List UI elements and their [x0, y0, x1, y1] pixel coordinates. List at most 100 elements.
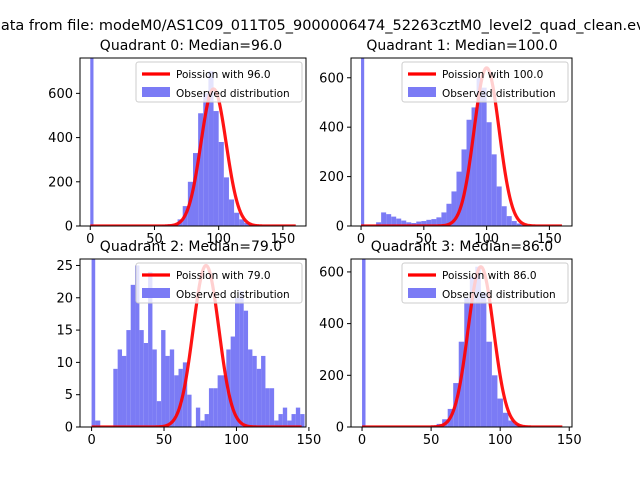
x-tick-label: 50 — [156, 433, 173, 448]
histogram-bar — [126, 330, 131, 427]
histogram-bar — [239, 219, 245, 226]
histogram-bar — [291, 414, 296, 427]
poisson-curve — [360, 66, 563, 226]
histogram-bar — [471, 107, 477, 226]
histogram-bar — [496, 186, 502, 226]
y-tick-label: 0 — [336, 421, 344, 436]
histogram-bar — [436, 217, 442, 226]
histogram-bar-zero-spike — [362, 259, 366, 427]
histogram-bar — [213, 388, 218, 427]
histogram-bar — [441, 212, 447, 226]
histogram-bar — [139, 330, 144, 427]
histogram-bar — [464, 297, 470, 427]
legend-label-poisson: Poission with 100.0 — [442, 69, 543, 81]
legend: Poission with 79.0 Observed distribution — [135, 262, 303, 304]
histogram-bar — [174, 375, 179, 427]
subplot-title: Quadrant 1: Median=100.0 — [366, 38, 557, 54]
legend-label-poisson: Poission with 79.0 — [176, 270, 271, 282]
subplot-quadrant-0: 0 50 100 150 0 200 400 600 Poission with 96.0 Obs… — [48, 38, 307, 247]
subplot-title: Quadrant 2: Median=79.0 — [100, 239, 282, 255]
subplot-title: Quadrant 3: Median=86.0 — [371, 239, 553, 255]
histogram-bar — [248, 349, 253, 427]
y-tick-label: 0 — [336, 220, 344, 235]
histogram-bar — [143, 343, 149, 427]
histogram-bar — [476, 77, 482, 226]
subplot-quadrant-1: 0 50 100 150 0 200 400 600 Poission with 100.0 Ob… — [319, 38, 573, 247]
histogram-bar — [261, 355, 266, 427]
x-tick-label: 0 — [86, 232, 94, 247]
x-tick-label: 0 — [87, 433, 95, 448]
histogram-bar — [426, 219, 432, 226]
y-tick-label: 600 — [319, 265, 344, 280]
histogram-bar — [156, 401, 162, 427]
histogram-bar — [187, 394, 192, 427]
legend-label-observed: Observed distribution — [442, 88, 556, 100]
y-tick-label: 400 — [319, 121, 344, 136]
histogram-bar — [401, 220, 407, 226]
legend-patch-swatch — [408, 87, 436, 97]
histogram-bar — [456, 171, 462, 226]
histogram-bar — [386, 214, 392, 226]
legend: Poission with 96.0 Observed distribution — [135, 61, 303, 103]
histogram-bar — [481, 87, 487, 226]
histogram-bar — [508, 420, 514, 427]
histogram-bar — [431, 219, 437, 226]
x-tick-label: 0 — [357, 232, 365, 247]
histogram-bar — [217, 375, 222, 427]
figure-suptitle: Data from file: modeM0/AS1C09_011T05_900… — [0, 18, 640, 34]
histogram-bar — [469, 277, 476, 427]
histogram-bar — [203, 93, 209, 226]
histogram-bar — [204, 414, 209, 427]
histogram-bar — [282, 407, 288, 427]
axes-frame — [79, 258, 307, 428]
histogram-bar — [421, 221, 427, 226]
histogram-bar — [391, 216, 397, 226]
histogram-bar — [208, 388, 214, 427]
histogram-bar-zero-spike — [91, 259, 96, 427]
histogram-bar — [480, 292, 487, 427]
axes-frame — [350, 57, 573, 227]
histogram-bar — [235, 297, 240, 427]
legend-label-poisson: Poission with 86.0 — [442, 270, 537, 282]
histogram-bar — [198, 113, 204, 226]
x-tick-label: 50 — [416, 232, 433, 247]
y-tick-label: 0 — [65, 220, 73, 235]
histogram-bar — [213, 111, 219, 226]
axes-frame — [79, 57, 307, 227]
histogram-bar — [446, 203, 452, 226]
histogram-bar — [239, 291, 244, 427]
histogram-bar — [300, 414, 305, 427]
histogram-bar — [165, 355, 170, 427]
y-tick-label: 600 — [48, 87, 73, 102]
legend-patch-swatch — [142, 288, 170, 298]
histogram-bar — [122, 355, 127, 427]
histogram-bar — [269, 388, 275, 427]
histogram-bar — [295, 407, 301, 427]
y-tick-label: 400 — [319, 317, 344, 332]
histogram-bar — [486, 341, 492, 427]
histogram-bar — [117, 349, 123, 427]
histogram-bar — [113, 368, 118, 427]
histogram-bar — [234, 212, 240, 226]
histogram-bar — [244, 222, 250, 226]
y-tick-label: 400 — [48, 131, 73, 146]
x-tick-label: 150 — [296, 433, 321, 448]
legend-box — [135, 262, 303, 304]
histogram-bar — [218, 142, 224, 226]
histogram-bar-zero-spike — [361, 58, 365, 226]
histogram-bar — [252, 355, 257, 427]
histogram-bar — [148, 271, 153, 427]
histogram-bar — [491, 375, 498, 427]
histogram-bar — [195, 407, 201, 427]
histogram-bar — [516, 223, 522, 226]
histogram-bar — [506, 216, 512, 226]
histogram-bar — [486, 122, 492, 226]
subplot-quadrant-3: 0 50 100 150 0 200 400 600 Poission with 86.0 Obs… — [319, 239, 581, 448]
legend: Poission with 100.0 Observed distribution — [401, 61, 569, 103]
y-tick-label: 200 — [319, 369, 344, 384]
x-tick-label: 100 — [474, 232, 499, 247]
histogram-bar — [230, 336, 236, 427]
histogram-bar — [274, 420, 279, 427]
legend-label-poisson: Poission with 96.0 — [176, 69, 271, 81]
legend-patch-swatch — [408, 288, 436, 298]
